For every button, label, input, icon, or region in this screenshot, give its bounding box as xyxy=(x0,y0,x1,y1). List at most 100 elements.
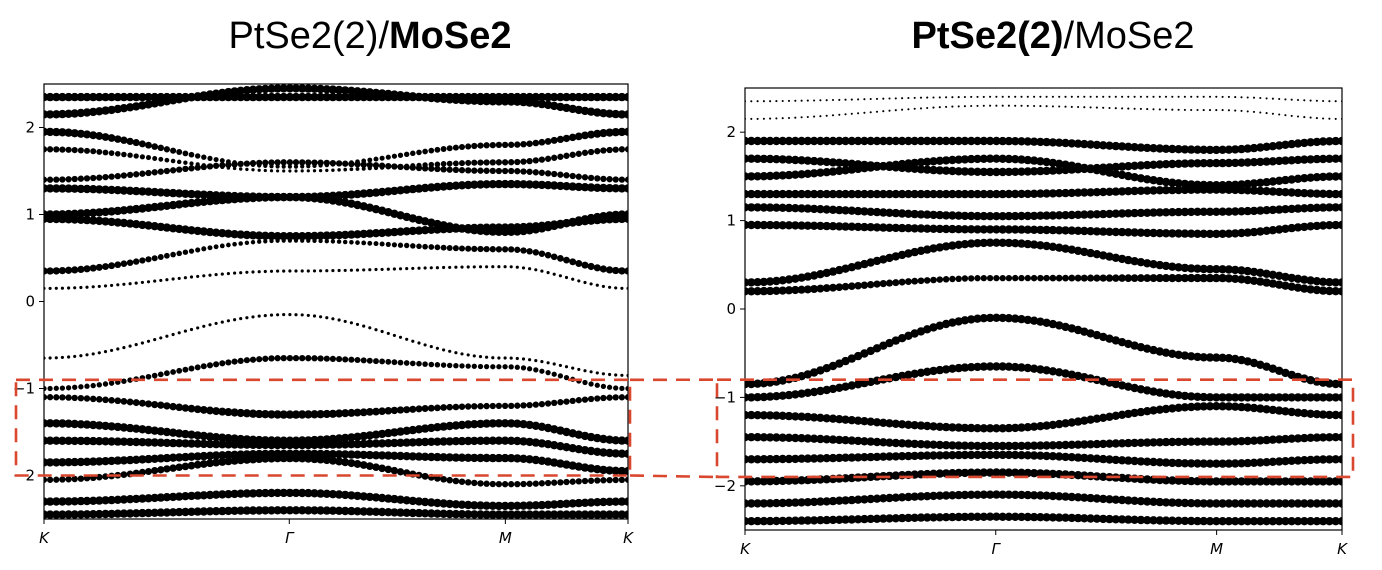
band-point xyxy=(1067,513,1077,523)
band-point xyxy=(249,356,257,363)
band-point xyxy=(534,359,538,363)
band-point xyxy=(95,496,104,505)
band-point xyxy=(929,366,938,376)
band-point xyxy=(992,212,1001,221)
band-point xyxy=(1136,438,1146,447)
band-point xyxy=(372,162,380,169)
band-point xyxy=(267,440,276,450)
band-point xyxy=(979,450,988,460)
band-point xyxy=(349,167,354,172)
band-point xyxy=(64,266,73,274)
band-point xyxy=(879,438,888,447)
band-point xyxy=(347,190,356,199)
band-point xyxy=(907,108,910,111)
band-point xyxy=(374,328,378,332)
band-point xyxy=(1067,492,1077,502)
band-point xyxy=(367,157,373,163)
band-point xyxy=(784,498,794,507)
band-point xyxy=(998,450,1007,460)
band-point xyxy=(538,138,546,146)
band-point xyxy=(1231,402,1240,411)
band-point xyxy=(200,163,207,171)
band-point xyxy=(391,163,398,170)
band-point xyxy=(1224,185,1234,194)
band-point xyxy=(1318,277,1328,286)
band-point xyxy=(1249,517,1259,526)
band-point xyxy=(489,159,496,166)
band-point xyxy=(526,401,533,409)
band-point xyxy=(1275,435,1284,444)
band-point xyxy=(993,274,1000,282)
band-point xyxy=(1067,418,1077,427)
band-point xyxy=(494,223,504,232)
band-point xyxy=(1133,107,1136,110)
band-point xyxy=(374,267,378,272)
band-point xyxy=(825,114,828,117)
band-point xyxy=(157,401,165,409)
band-point xyxy=(841,222,850,231)
band-point xyxy=(1300,456,1309,465)
band-point xyxy=(1193,477,1202,486)
band-point xyxy=(239,271,243,275)
band-point xyxy=(1337,220,1342,230)
band-point xyxy=(107,456,116,466)
band-point xyxy=(550,441,559,450)
band-point xyxy=(331,168,335,172)
band-point xyxy=(800,99,803,102)
band-point xyxy=(938,96,941,99)
band-point xyxy=(159,278,163,282)
band-point xyxy=(822,157,831,167)
band-point xyxy=(563,478,570,486)
band-point xyxy=(526,366,533,372)
band-point xyxy=(1168,159,1177,169)
band-point xyxy=(992,512,1001,521)
band-point xyxy=(433,225,442,234)
band-point xyxy=(1199,437,1208,446)
band-point xyxy=(353,87,362,96)
band-point xyxy=(427,498,436,507)
band-point xyxy=(1306,155,1315,164)
band-point xyxy=(1281,517,1290,526)
band-point xyxy=(255,193,264,202)
band-point xyxy=(617,466,627,476)
band-point xyxy=(784,155,794,164)
band-point xyxy=(985,313,995,323)
band-point xyxy=(1193,352,1202,362)
band-point xyxy=(951,96,954,99)
band-point xyxy=(923,210,932,219)
band-point xyxy=(1246,96,1249,99)
band-point xyxy=(557,373,564,379)
band-point xyxy=(847,136,856,146)
band-point xyxy=(1048,166,1058,175)
band-point xyxy=(822,454,831,463)
band-point xyxy=(312,269,317,273)
band-point xyxy=(623,127,628,136)
band-point xyxy=(778,221,787,230)
band-point xyxy=(288,169,292,173)
band-point xyxy=(531,455,540,465)
band-point xyxy=(1023,451,1032,460)
band-point xyxy=(83,175,91,182)
band-point xyxy=(853,416,863,425)
band-point xyxy=(337,168,341,172)
band-point xyxy=(44,394,48,401)
band-point xyxy=(935,365,944,375)
band-point xyxy=(1174,207,1183,217)
band-point xyxy=(894,97,897,100)
band-point xyxy=(617,497,627,506)
band-point xyxy=(606,146,613,154)
band-point xyxy=(255,489,264,498)
band-point xyxy=(593,92,602,102)
band-point xyxy=(1143,516,1152,525)
band-point xyxy=(617,127,627,137)
band-point xyxy=(1180,476,1190,486)
band-point xyxy=(891,223,900,233)
band-point xyxy=(477,480,484,487)
band-point xyxy=(1180,403,1190,412)
band-point xyxy=(784,433,794,442)
band-point xyxy=(273,193,282,202)
band-point xyxy=(120,398,128,405)
band-point xyxy=(1111,209,1121,218)
band-point xyxy=(1281,224,1290,233)
band-point xyxy=(96,174,103,181)
